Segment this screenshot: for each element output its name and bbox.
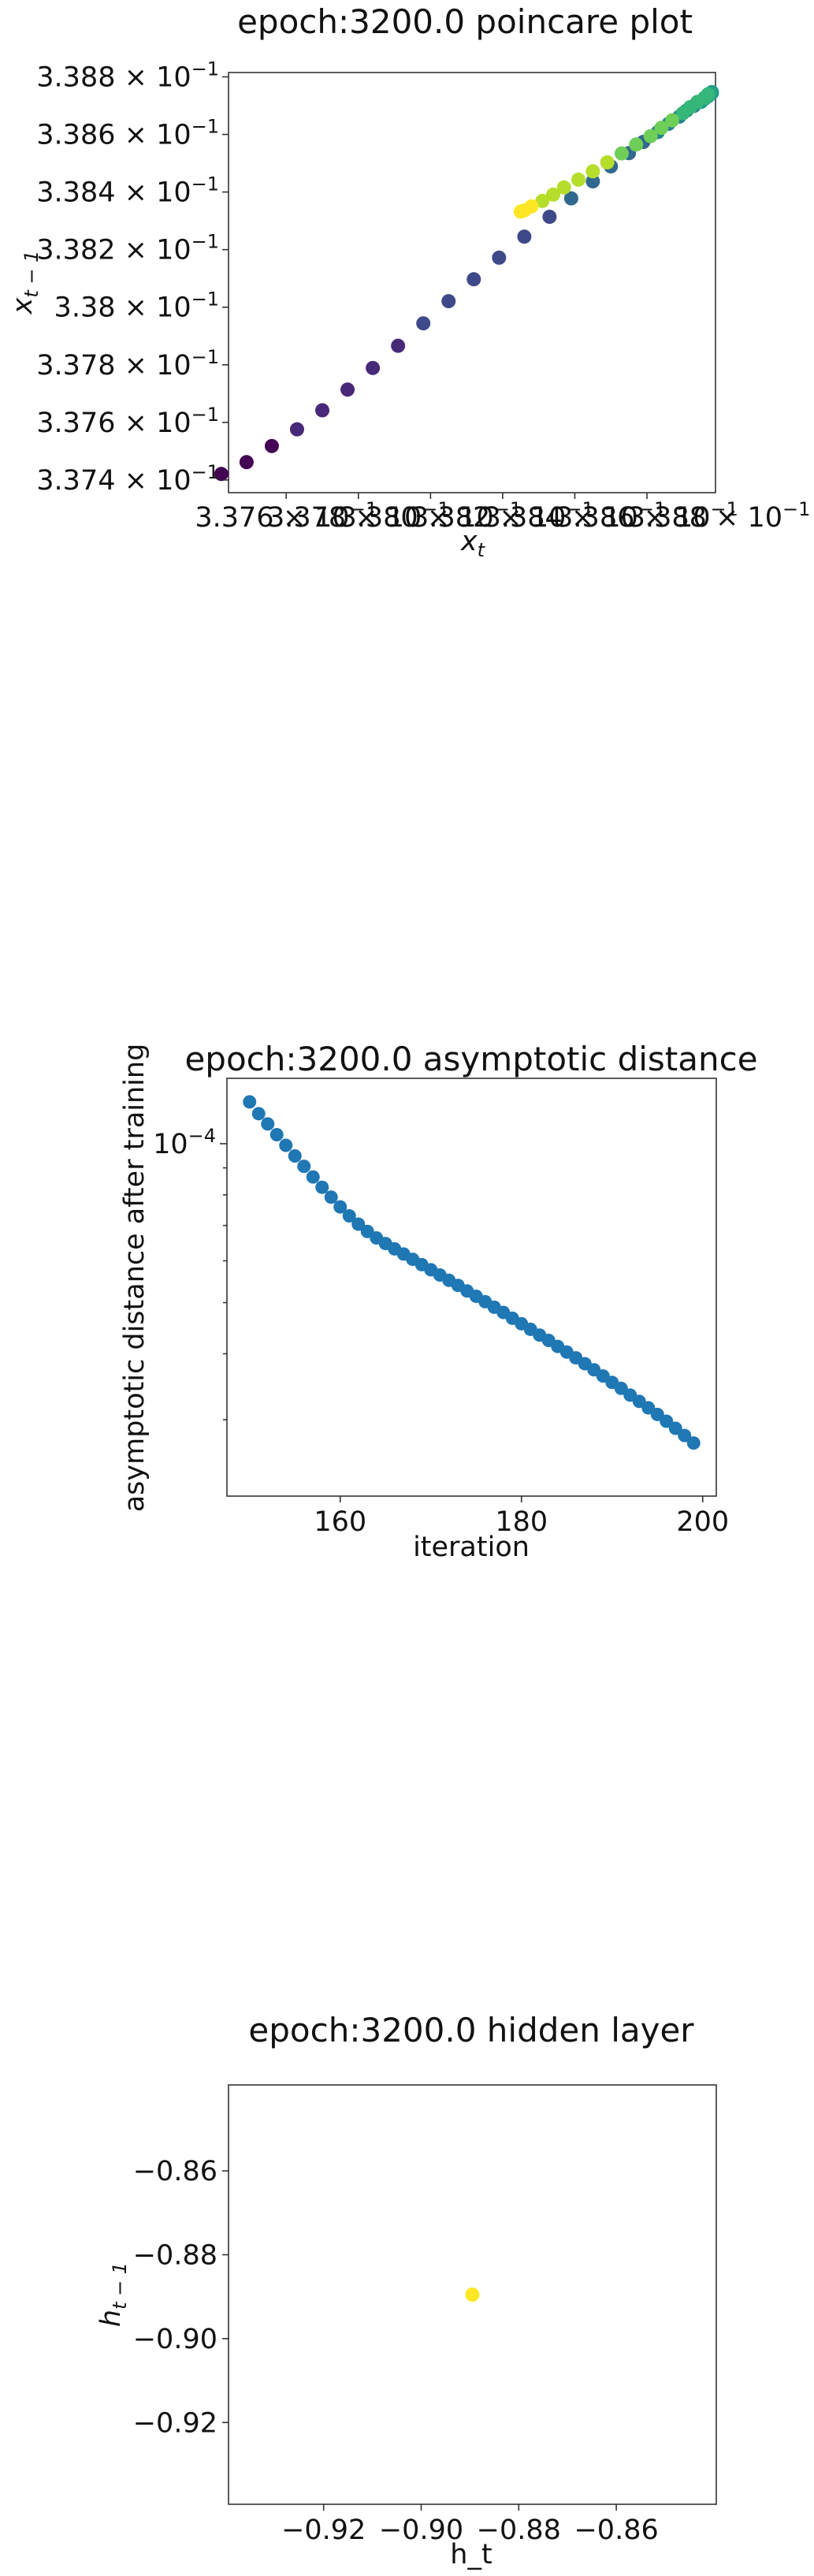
data-point <box>686 1436 701 1450</box>
data-point <box>556 180 571 195</box>
data-point <box>678 1428 692 1442</box>
chart-title: epoch:3200.0 hidden layer <box>248 2011 694 2049</box>
data-point <box>391 338 406 353</box>
data-point <box>465 2288 480 2302</box>
data-point <box>289 422 304 437</box>
y-tick-label: 10−4 <box>153 1125 216 1160</box>
x-axis-ticks: −0.92 −0.90 −0.88 −0.86 <box>281 2504 659 2546</box>
data-points <box>214 84 719 482</box>
y-axis-label: xt − 1 <box>7 251 43 315</box>
data-point <box>614 146 629 161</box>
poincare-chart: epoch:3200.0 poincare plot 3.374 × 10−13… <box>7 2 810 561</box>
plot-area-frame <box>226 1078 717 1497</box>
data-point <box>492 250 507 265</box>
y-axis-label: asymptotic distance after training <box>119 1044 151 1513</box>
y-axis-ticks: 10−4 <box>153 1125 227 1420</box>
data-point <box>315 1180 329 1194</box>
data-point <box>668 1421 682 1435</box>
x-tick-label: 3.386 × 10−1 <box>556 498 738 534</box>
y-tick-label: 3.374 × 10−1 <box>36 461 219 497</box>
data-point <box>264 438 279 453</box>
y-axis-label: ht − 1 <box>95 2262 131 2327</box>
chart-title: epoch:3200.0 poincare plot <box>237 2 693 41</box>
data-points <box>465 2288 480 2302</box>
data-point <box>513 204 528 219</box>
data-point <box>315 403 330 418</box>
data-point <box>214 467 229 482</box>
plot-area-frame <box>228 72 716 493</box>
asymptotic-distance-chart: epoch:3200.0 asymptotic distance 10−4 16… <box>119 1040 758 1563</box>
x-tick-label: 3.378 × 10−1 <box>267 498 450 534</box>
x-tick-label: 3.380 × 10−1 <box>339 498 522 534</box>
chart-title: epoch:3200.0 asymptotic distance <box>184 1040 757 1078</box>
data-point <box>571 172 586 187</box>
data-point <box>441 294 456 309</box>
x-axis-ticks: 160 180 200 <box>314 1496 729 1538</box>
data-point <box>333 1200 348 1214</box>
data-point <box>660 1414 674 1428</box>
x-tick-label: −0.86 <box>574 2515 658 2546</box>
data-point <box>269 1128 284 1142</box>
data-point <box>324 1190 338 1204</box>
data-point <box>546 187 560 202</box>
data-point <box>585 174 600 189</box>
data-point <box>535 193 550 208</box>
y-tick-label: 3.386 × 10−1 <box>36 116 219 151</box>
y-tick-label: −0.86 <box>133 2156 217 2187</box>
data-point <box>366 360 381 375</box>
x-tick-label: −0.92 <box>281 2515 366 2546</box>
data-point <box>239 455 254 470</box>
x-tick-label: 200 <box>676 1506 729 1538</box>
x-axis-label: h_t <box>450 2539 492 2570</box>
data-point <box>351 1217 366 1231</box>
data-point <box>585 164 600 179</box>
data-point <box>675 106 690 121</box>
data-points <box>243 1095 701 1450</box>
data-point <box>288 1148 302 1163</box>
data-point <box>279 1138 293 1152</box>
data-point <box>251 1107 266 1121</box>
y-tick-label: 3.378 × 10−1 <box>36 346 219 382</box>
data-point <box>654 121 669 136</box>
y-tick-label: 3.38 × 10−1 <box>54 288 219 324</box>
data-point <box>261 1117 275 1131</box>
data-point <box>306 1170 320 1184</box>
y-axis-ticks: −0.92 −0.90 −0.88 −0.86 <box>133 2156 229 2439</box>
y-tick-label: −0.88 <box>133 2239 217 2271</box>
hidden-layer-chart: epoch:3200.0 hidden layer −0.92 −0.90 −0.8… <box>95 2011 717 2570</box>
data-point <box>416 316 431 331</box>
x-axis-ticks: 3.376 × 10−13.378 × 10−13.380 × 10−13.38… <box>195 493 810 534</box>
data-point <box>517 229 532 244</box>
data-point <box>466 272 481 287</box>
data-point <box>629 137 644 152</box>
x-tick-label: 160 <box>314 1506 366 1538</box>
x-tick-label: 180 <box>495 1506 548 1538</box>
x-axis-label: xt <box>460 526 486 561</box>
x-tick-label: 3.382 × 10−1 <box>411 498 594 534</box>
x-tick-label: 3.384 × 10−1 <box>484 498 667 534</box>
data-point <box>297 1160 311 1174</box>
y-axis-ticks: 3.374 × 10−1 3.376 × 10−1 3.378 × 10−1 3.38… <box>36 58 229 497</box>
y-tick-label: −0.92 <box>133 2407 217 2439</box>
data-point <box>342 1208 356 1223</box>
data-point <box>243 1095 257 1109</box>
x-axis-label: iteration <box>413 1532 530 1563</box>
plot-area-frame <box>228 2084 717 2505</box>
data-point <box>665 113 680 128</box>
y-tick-label: 3.382 × 10−1 <box>36 231 219 266</box>
data-point <box>600 154 615 169</box>
data-point <box>643 128 658 143</box>
data-point <box>542 210 557 225</box>
y-tick-label: 3.376 × 10−1 <box>36 404 219 439</box>
data-point <box>340 382 355 397</box>
x-tick-label: −0.90 <box>379 2515 463 2546</box>
x-tick-label: −0.88 <box>477 2515 561 2546</box>
x-tick-label: 3.388 × 10−1 <box>628 498 811 534</box>
y-tick-label: 3.388 × 10−1 <box>36 58 219 93</box>
data-point <box>563 191 578 206</box>
x-tick-label: 3.376 × 10−1 <box>195 498 377 534</box>
y-tick-label: −0.90 <box>133 2324 217 2355</box>
y-tick-label: 3.384 × 10−1 <box>36 173 219 209</box>
